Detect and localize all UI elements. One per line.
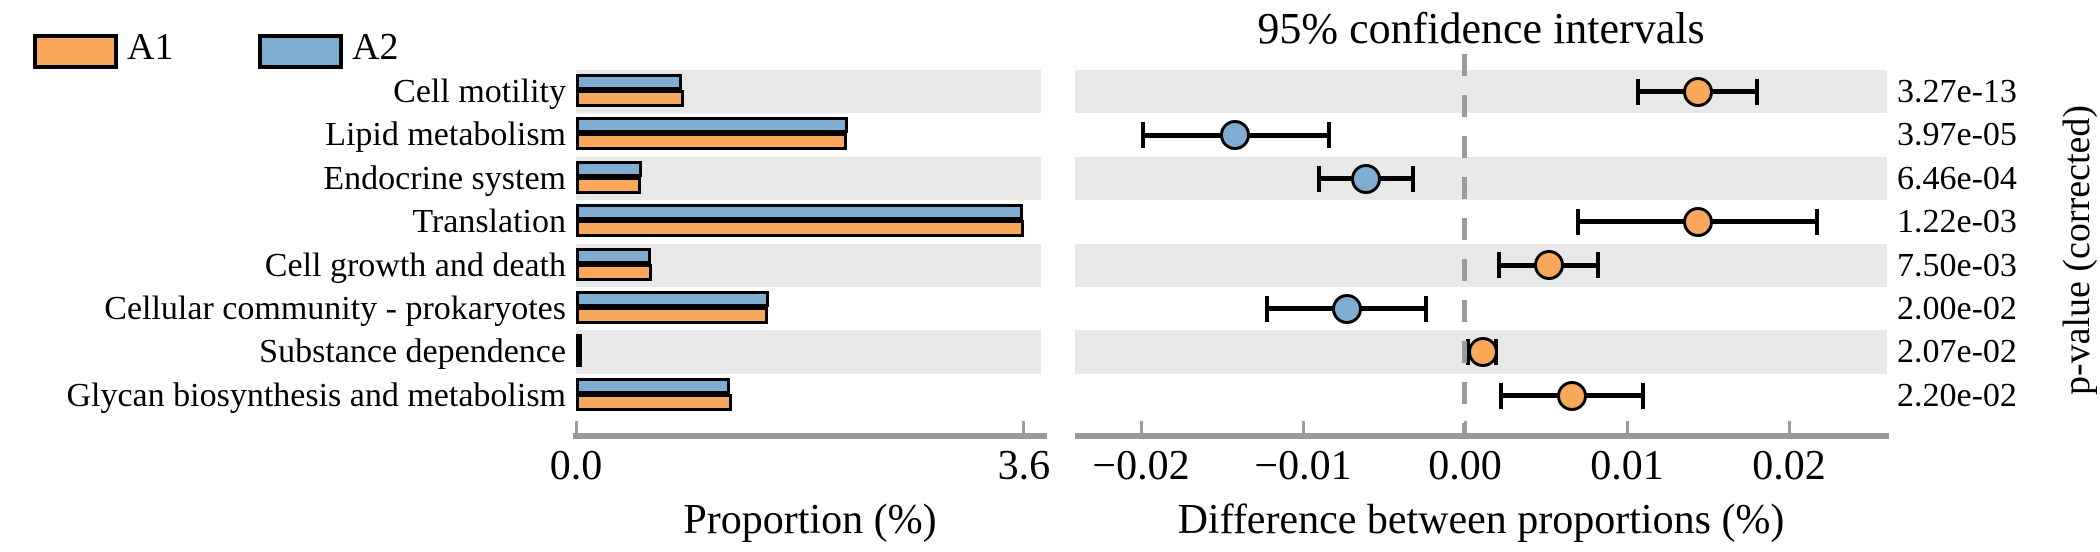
bar-a2 <box>576 334 582 351</box>
bar-a2 <box>576 74 682 90</box>
p-value-label: 3.27e-13 <box>1897 73 2017 110</box>
ci-cap-right <box>1424 295 1429 322</box>
proportion-axis-tick <box>574 421 578 433</box>
row-band-right <box>1075 373 1887 418</box>
p-value-label: 2.07e-02 <box>1897 333 2017 371</box>
bar-a2 <box>576 377 731 394</box>
difference-axis-title: Difference between proportions (%) <box>1177 497 1785 543</box>
row-band-right <box>1075 156 1887 201</box>
legend-label-a1: A1 <box>127 26 174 68</box>
bar-a1 <box>576 176 641 194</box>
ci-cap-right <box>1641 382 1646 409</box>
bar-a1 <box>576 90 685 107</box>
row-band-right <box>1075 70 1887 114</box>
ci-dot <box>1351 163 1382 194</box>
ci-cap-right <box>1595 252 1600 279</box>
ci-dot <box>1534 250 1565 281</box>
p-value-axis-title: p-value (corrected) <box>2056 104 2098 396</box>
difference-axis-tick <box>1301 421 1305 433</box>
bar-a1 <box>576 350 582 368</box>
ci-dot <box>1467 337 1498 368</box>
row-band-left <box>576 243 1041 287</box>
difference-axis-line <box>1075 433 1889 439</box>
category-label: Translation <box>412 203 566 241</box>
ci-dot <box>1683 76 1714 107</box>
ci-dot <box>1331 293 1362 324</box>
ci-cap-left <box>1498 382 1503 409</box>
ci-dot <box>1683 206 1714 237</box>
ci-dot <box>1556 380 1587 411</box>
ci-cap-left <box>1265 295 1270 322</box>
proportion-axis-line <box>573 433 1047 439</box>
ci-cap-left <box>1317 165 1322 192</box>
bar-a2 <box>576 160 642 177</box>
difference-tick-label: −0.01 <box>1254 443 1352 489</box>
ci-cap-right <box>1814 208 1819 235</box>
category-label: Substance dependence <box>259 333 566 371</box>
p-value-label: 1.22e-03 <box>1897 203 2017 241</box>
difference-axis-tick <box>1787 421 1791 433</box>
bar-a2 <box>576 204 1023 221</box>
ci-cap-right <box>1754 78 1759 105</box>
category-label: Cellular community - prokaryotes <box>104 290 566 327</box>
bar-a1 <box>576 307 768 324</box>
chart-title: 95% confidence intervals <box>1257 4 1705 53</box>
difference-axis-tick <box>1139 421 1143 433</box>
category-label: Cell motility <box>393 73 566 110</box>
row-band-right <box>1075 287 1887 331</box>
category-label: Lipid metabolism <box>325 116 566 154</box>
proportion-axis-title: Proportion (%) <box>683 497 937 543</box>
proportion-tick-label: 3.6 <box>997 443 1051 489</box>
ci-cap-left <box>1576 208 1581 235</box>
difference-tick-label: 0.01 <box>1590 443 1664 489</box>
category-label: Glycan biosynthesis and metabolism <box>66 376 566 414</box>
bar-a1 <box>576 263 652 281</box>
bar-a2 <box>576 291 769 307</box>
difference-tick-label: −0.02 <box>1092 443 1190 489</box>
ci-cap-right <box>1411 165 1416 192</box>
row-band-left <box>576 330 1041 374</box>
bar-a1 <box>576 220 1024 238</box>
proportion-tick-label: 0.0 <box>549 443 603 489</box>
p-value-label: 6.46e-04 <box>1897 159 2017 197</box>
proportion-axis-tick <box>1022 421 1026 433</box>
ci-cap-left <box>1140 122 1145 149</box>
p-value-label: 7.50e-03 <box>1897 246 2017 284</box>
bar-a2 <box>576 117 849 134</box>
category-label: Cell growth and death <box>264 246 566 284</box>
difference-tick-label: 0.00 <box>1428 443 1502 489</box>
row-band-left <box>576 156 1041 201</box>
bar-a1 <box>576 133 848 151</box>
difference-axis-tick <box>1625 421 1629 433</box>
legend-swatch-a1 <box>33 34 118 69</box>
p-value-label: 2.20e-02 <box>1897 376 2017 414</box>
bar-a1 <box>576 393 732 411</box>
ci-cap-right <box>1326 122 1331 149</box>
ci-cap-left <box>1636 78 1641 105</box>
legend-label-a2: A2 <box>352 26 399 68</box>
zero-reference-dashed-line <box>1462 54 1467 433</box>
difference-tick-label: 0.02 <box>1752 443 1826 489</box>
category-label: Endocrine system <box>323 159 566 197</box>
bar-a2 <box>576 247 651 264</box>
row-band-right <box>1075 243 1887 287</box>
ci-cap-left <box>1497 252 1502 279</box>
p-value-label: 3.97e-05 <box>1897 116 2017 154</box>
ci-dot <box>1219 120 1250 151</box>
p-value-label: 2.00e-02 <box>1897 290 2017 327</box>
legend-swatch-a2 <box>258 34 343 69</box>
